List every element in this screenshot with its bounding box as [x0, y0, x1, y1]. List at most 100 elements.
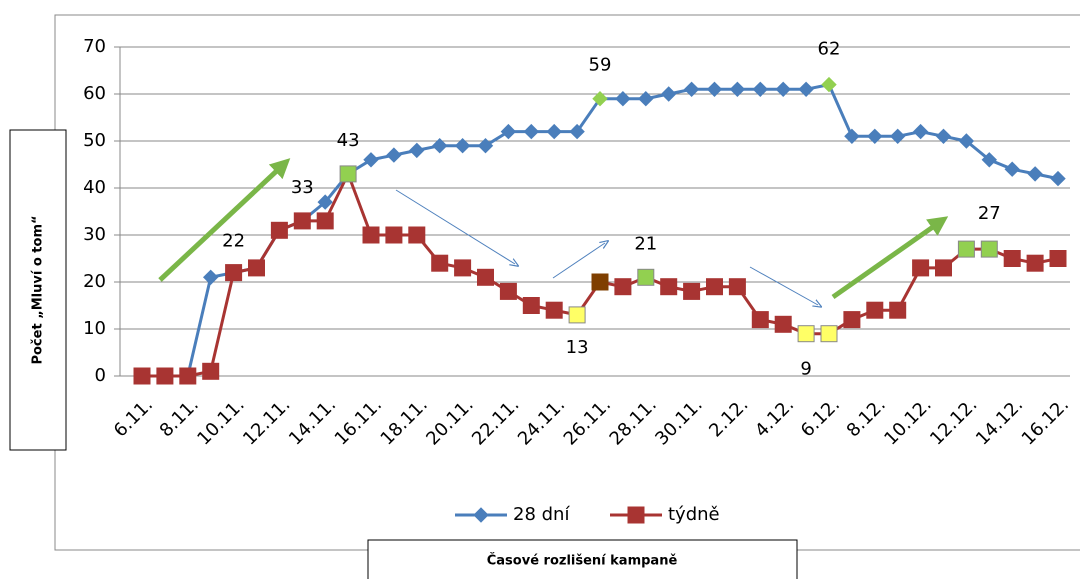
data-point — [225, 264, 243, 282]
data-point — [454, 259, 472, 277]
y-axis-title: Počet „Mluví o tom“ — [31, 215, 46, 364]
data-label: 9 — [800, 359, 811, 380]
legend-marker — [627, 506, 645, 524]
y-tick-label: 30 — [83, 224, 106, 245]
data-point — [454, 137, 471, 154]
trend-arrow — [395, 189, 515, 264]
data-label: 22 — [222, 231, 245, 252]
data-label: 27 — [978, 203, 1001, 224]
legend-label: 28 dní — [513, 504, 570, 525]
y-tick-label: 70 — [83, 36, 106, 57]
trend-arrow — [158, 158, 291, 282]
y-title-box — [9, 129, 67, 451]
data-point — [867, 128, 883, 145]
data-point — [500, 123, 517, 140]
data-point — [660, 86, 677, 102]
data-point — [821, 76, 837, 93]
data-label: 62 — [818, 39, 841, 60]
x-axis-title: Časové rozlišení kampaně — [487, 553, 678, 569]
data-point — [935, 259, 952, 277]
y-tick-label: 40 — [83, 177, 106, 198]
data-point — [957, 240, 975, 258]
trend-arrow — [749, 266, 818, 305]
data-point — [591, 273, 609, 291]
data-point — [1050, 170, 1066, 187]
data-point — [751, 311, 769, 329]
data-point — [844, 128, 860, 145]
data-point — [568, 306, 586, 324]
data-point — [637, 268, 655, 286]
data-point — [683, 282, 701, 300]
data-point — [638, 90, 654, 107]
data-point — [981, 152, 998, 168]
legend-label: týdně — [668, 504, 720, 525]
data-point — [729, 81, 746, 98]
data-point — [866, 301, 884, 319]
y-tick-label: 10 — [83, 318, 106, 339]
data-point — [363, 152, 379, 168]
data-point — [706, 278, 723, 296]
data-point — [569, 123, 585, 140]
data-point — [386, 147, 402, 163]
data-point — [1003, 250, 1021, 267]
data-label: 13 — [566, 337, 589, 358]
data-point — [728, 278, 746, 296]
data-point — [1026, 254, 1044, 272]
data-point — [843, 311, 861, 329]
data-point — [752, 81, 769, 98]
data-point — [912, 259, 930, 277]
data-point — [248, 259, 265, 277]
data-point — [317, 194, 333, 210]
data-point — [935, 128, 952, 145]
data-point — [270, 221, 288, 239]
data-point — [316, 212, 334, 230]
data-point — [614, 278, 632, 296]
data-point — [774, 315, 792, 333]
trend-arrow — [552, 243, 605, 279]
data-point — [156, 367, 174, 385]
data-label: 59 — [589, 55, 612, 76]
y-tick-label: 60 — [83, 83, 106, 104]
data-label: 43 — [337, 130, 360, 151]
x-title-box — [367, 539, 798, 579]
y-tick-label: 0 — [95, 365, 106, 386]
data-point — [706, 81, 723, 98]
data-point — [546, 123, 562, 140]
data-point — [408, 226, 426, 244]
data-point — [980, 240, 998, 258]
y-tick-label: 50 — [83, 130, 106, 151]
data-point — [202, 362, 220, 380]
data-point — [1049, 250, 1067, 267]
data-point — [592, 90, 608, 107]
data-point — [522, 297, 540, 314]
data-point — [202, 269, 219, 286]
data-point — [385, 226, 403, 244]
data-point — [431, 137, 448, 154]
data-point — [523, 123, 540, 140]
data-point — [775, 81, 791, 98]
legend-marker — [473, 507, 489, 523]
data-point — [339, 165, 357, 183]
y-tick-label: 20 — [83, 271, 106, 292]
data-point — [958, 133, 975, 149]
data-point — [683, 81, 700, 98]
data-point — [889, 128, 906, 145]
data-point — [293, 212, 311, 230]
data-point — [477, 137, 494, 154]
data-point — [477, 268, 494, 286]
data-point — [362, 226, 380, 244]
data-point — [499, 282, 517, 300]
data-point — [820, 325, 838, 343]
data-point — [179, 367, 197, 385]
data-label: 33 — [291, 177, 314, 198]
data-point — [1027, 166, 1043, 182]
data-point — [615, 90, 631, 107]
data-point — [797, 325, 815, 343]
data-point — [889, 301, 907, 319]
data-point — [133, 367, 151, 385]
data-point — [798, 81, 814, 98]
data-point — [1004, 161, 1020, 177]
data-point — [409, 142, 425, 159]
